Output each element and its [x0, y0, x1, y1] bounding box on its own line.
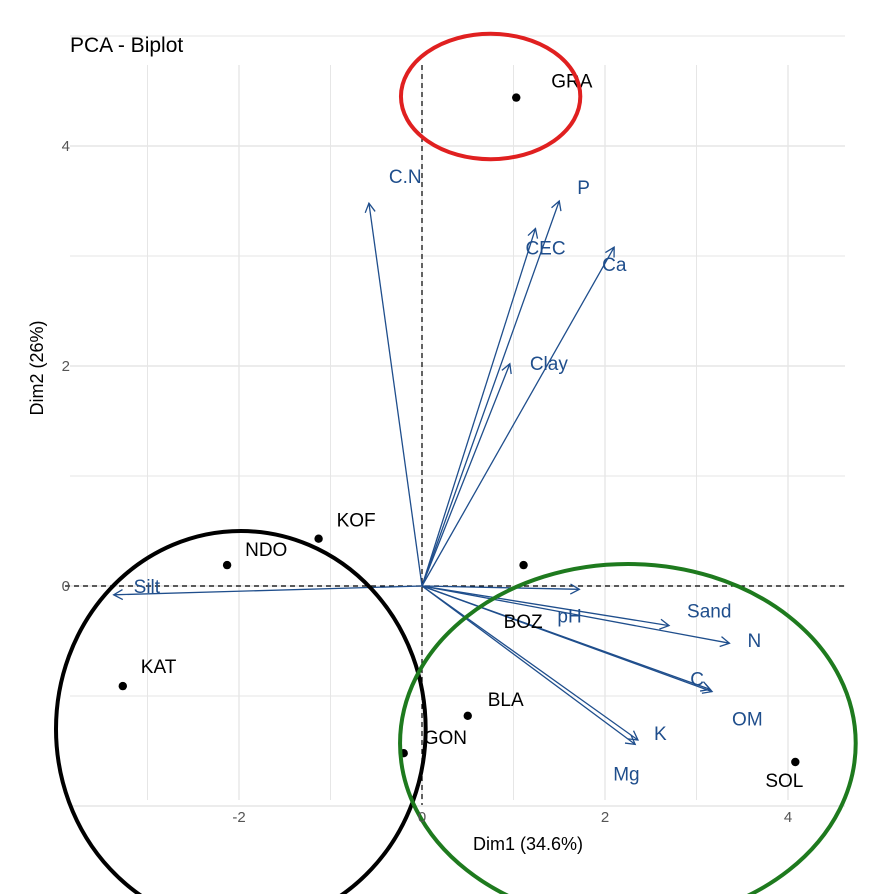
ellipse-top [398, 31, 583, 162]
vector-label-k: K [654, 724, 667, 745]
vector-label-n: N [747, 631, 761, 652]
axis-ticks: -2 0 2 4 0 2 4 [62, 138, 793, 826]
vector-label-clay: Clay [530, 354, 569, 375]
point-ndo [222, 560, 232, 570]
y-axis-label: Dim2 (26%) [27, 320, 47, 415]
chart-title: PCA - Biplot [70, 34, 183, 57]
x-tick-label: 4 [784, 809, 792, 826]
vector-arrow-k [421, 585, 640, 741]
point-kat [118, 681, 127, 691]
point-label-boz: BOZ [504, 612, 543, 633]
zero-lines [65, 65, 845, 805]
ellipse-right [398, 562, 858, 894]
vector-arrow-p [421, 199, 562, 587]
vector-label-sand: Sand [687, 602, 731, 623]
y-tick-label: 0 [62, 578, 70, 595]
vector-arrow-cec [421, 227, 539, 587]
vector-label-mg: Mg [613, 764, 639, 785]
vector-arrow-ph [421, 583, 581, 595]
vector-label-ca: Ca [602, 255, 627, 276]
vector-label-p: P [577, 178, 590, 199]
vector-arrow-clay [421, 362, 512, 587]
point-label-kof: KOF [337, 511, 376, 532]
vector-label-silt: Silt [134, 577, 161, 598]
point-bla [463, 711, 472, 720]
point-kof [314, 534, 323, 543]
vector-arrow-ca [421, 246, 615, 587]
vector-label-ph: pH [557, 606, 581, 627]
x-tick-label: 2 [601, 809, 609, 826]
point-gra [512, 93, 521, 102]
point-boz [519, 560, 528, 570]
vector-label-cn: C.N [389, 167, 422, 188]
point-label-gra: GRA [551, 72, 593, 93]
vector-label-cec: CEC [525, 239, 565, 260]
vector-arrow-mg [421, 585, 637, 746]
vector-arrow-n [421, 585, 731, 648]
point-label-kat: KAT [141, 657, 177, 678]
point-sol [791, 757, 800, 767]
ellipse-left [54, 529, 428, 894]
individual-points: GRA KOF NDO BOZ KAT BLA GON SOL [118, 72, 803, 792]
x-tick-label: 0 [418, 809, 426, 826]
grid [70, 35, 845, 807]
vector-arrow-sand [421, 585, 671, 630]
y-tick-label: 4 [62, 138, 70, 155]
vector-arrow-cn [364, 201, 423, 587]
group-ellipses [54, 31, 858, 894]
point-label-gon: GON [424, 728, 467, 749]
x-axis-label: Dim1 (34.6%) [473, 834, 583, 854]
point-label-sol: SOL [765, 771, 803, 792]
vector-arrow-om [421, 585, 714, 694]
x-tick-label: -2 [232, 809, 245, 826]
vector-label-om: OM [732, 710, 763, 731]
y-tick-label: 2 [62, 358, 70, 375]
point-label-bla: BLA [488, 690, 524, 711]
point-label-ndo: NDO [245, 540, 287, 561]
